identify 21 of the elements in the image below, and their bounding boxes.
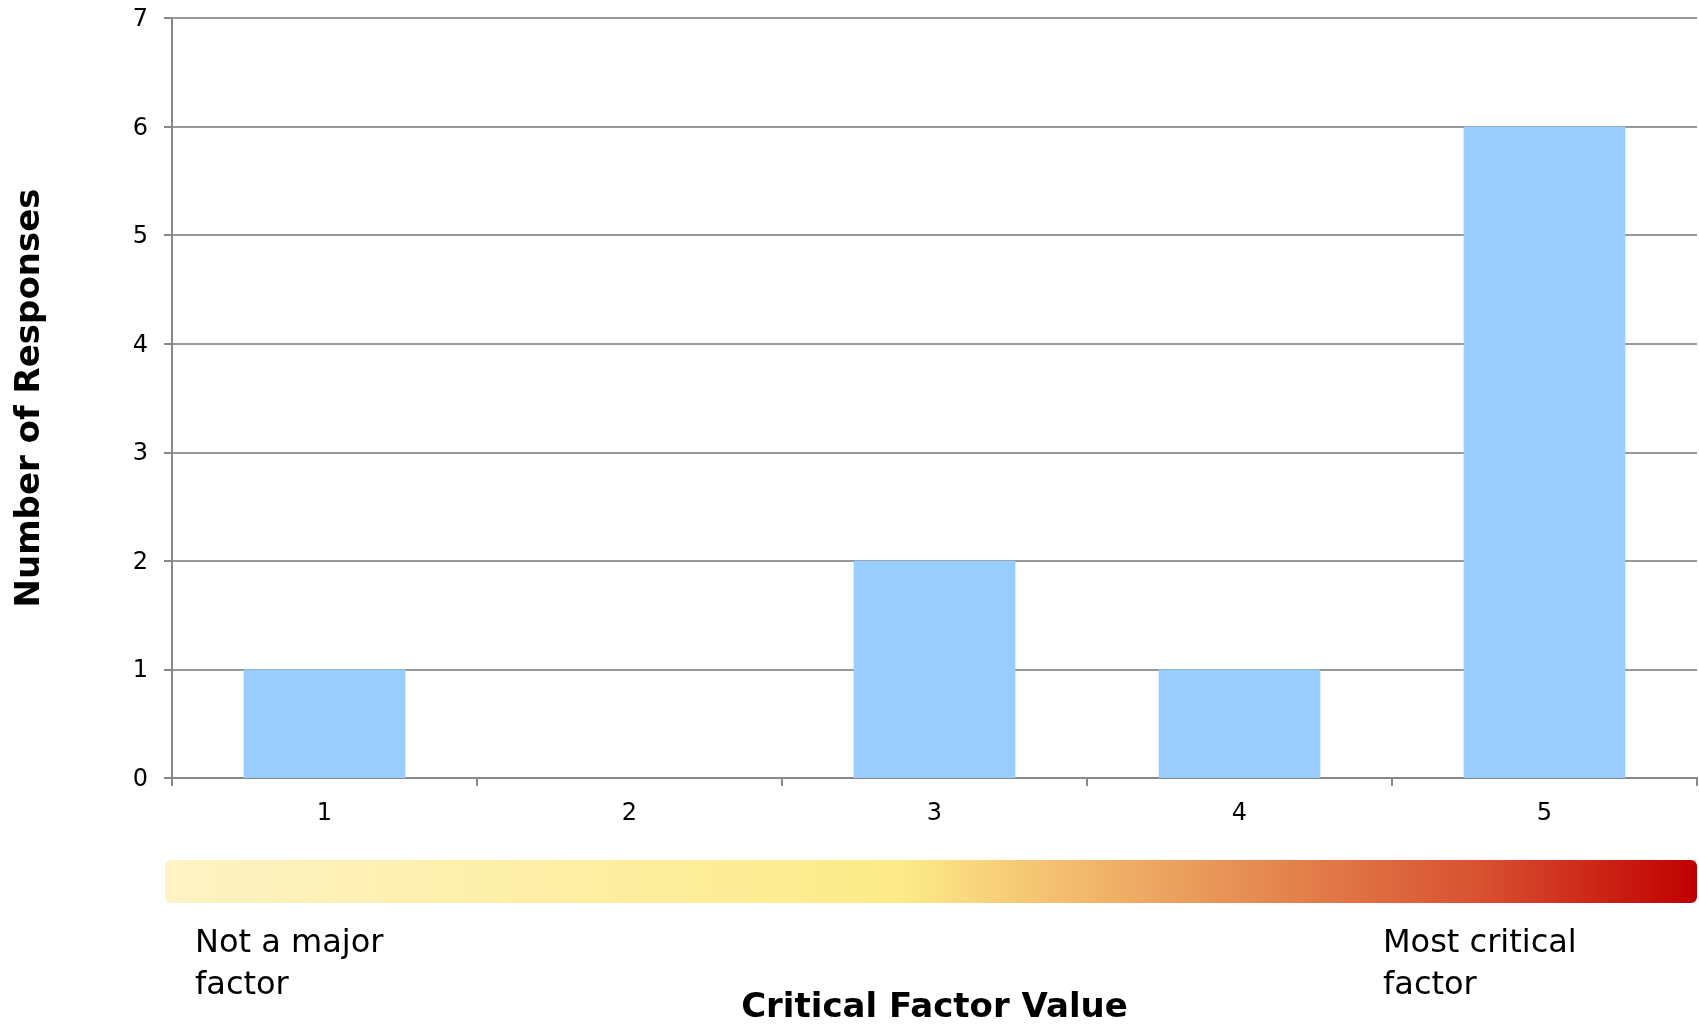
x-tick-label: 3 (926, 798, 943, 826)
y-tick-label: 5 (132, 221, 148, 250)
y-axis-title: Number of Responses (7, 188, 47, 608)
x-tick-label: 4 (1231, 798, 1248, 826)
bar (1158, 669, 1321, 778)
y-tick-label: 4 (132, 329, 148, 358)
y-tick-label: 0 (132, 764, 148, 792)
x-axis-title: Critical Factor Value (741, 985, 1128, 1025)
y-tick-label: 3 (132, 438, 148, 467)
bar (1463, 126, 1626, 778)
y-tick-label: 2 (132, 546, 148, 575)
bar (853, 560, 1016, 778)
y-tick-label: 6 (132, 112, 148, 141)
text: Most critical factor (1383, 921, 1578, 1004)
y-tick-label: 1 (132, 655, 148, 684)
text: Not a major factor (195, 921, 385, 1004)
x-tick-label: 1 (316, 798, 333, 826)
y-tick-label: 7 (132, 4, 148, 32)
bar (243, 669, 406, 778)
x-tick-label: 2 (621, 798, 638, 826)
x-tick-label: 5 (1536, 798, 1553, 826)
